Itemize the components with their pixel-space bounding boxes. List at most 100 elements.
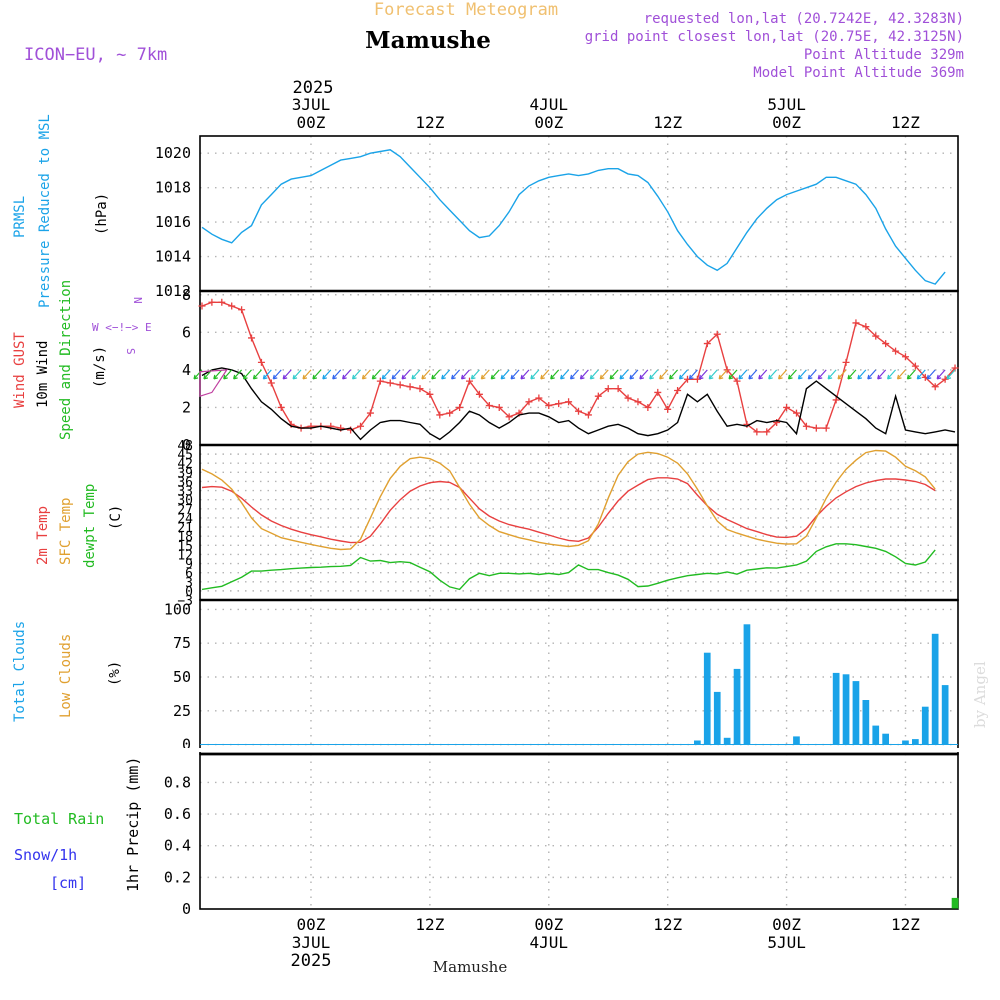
gust-marker-59 <box>783 403 791 411</box>
clouds-bar-23 <box>921 706 929 745</box>
compass-west-east: W <−!−> E <box>92 321 152 334</box>
clouds-bar-21 <box>902 740 909 745</box>
wind-barb-55 <box>738 369 748 380</box>
clouds-bar-10 <box>793 736 800 745</box>
wind-barb-52 <box>708 369 718 380</box>
prmsl-label: PRMSL <box>12 196 28 238</box>
wind-barb-13 <box>322 369 332 380</box>
precip-ytick-2: 0.4 <box>164 837 191 855</box>
wind-barb-67 <box>857 369 867 380</box>
gust-marker-37 <box>565 398 573 406</box>
wind-barb-48 <box>669 369 679 380</box>
gust-marker-71 <box>901 353 909 361</box>
wind-barb-6 <box>252 369 262 380</box>
gust-marker-18 <box>376 377 384 385</box>
wind-barb-39 <box>579 369 589 380</box>
temperature-ytick-15: 45 <box>177 448 193 463</box>
compass-south: S <box>124 348 137 355</box>
gust-marker-28 <box>475 390 483 398</box>
wind-barb-50 <box>688 369 698 380</box>
wind-barb-66 <box>847 369 857 380</box>
speed-direction-label: Speed and Direction <box>58 280 74 440</box>
precip-ytick-0: 0 <box>182 900 191 918</box>
wind-barb-8 <box>272 369 282 380</box>
gust-marker-34 <box>535 394 543 402</box>
gust-marker-31 <box>505 413 513 421</box>
compass-north: N <box>131 297 144 304</box>
clouds-bar-5 <box>743 624 751 745</box>
gust-marker-43 <box>624 394 632 402</box>
gust-marker-67 <box>862 323 870 331</box>
wind-barb-28 <box>470 369 480 380</box>
temperature-ytick-4: 12 <box>177 548 193 563</box>
precip-axis-label: 1hr Precip (mm) <box>124 757 142 892</box>
gust-marker-17 <box>366 409 374 417</box>
clouds-ytick-1: 25 <box>173 702 191 720</box>
gust-marker-66 <box>852 319 860 327</box>
clouds-bar-15 <box>842 674 850 745</box>
wind-barb-35 <box>540 369 550 380</box>
precip-frame <box>199 753 959 910</box>
dewpt-temp-label: dewpt Temp <box>82 484 98 568</box>
wind-barb-74 <box>926 369 936 380</box>
gust-marker-29 <box>485 402 493 410</box>
pressure-ytick-1: 1014 <box>155 248 191 266</box>
clouds-ytick-3: 75 <box>173 634 191 652</box>
wind-barb-61 <box>797 369 807 380</box>
gust-marker-62 <box>812 424 820 432</box>
wind-barb-25 <box>441 369 451 380</box>
clouds-bar-14 <box>832 672 840 745</box>
pressure-line <box>201 149 946 285</box>
dewpt-temp-line <box>201 543 936 591</box>
clouds-bar-25 <box>941 685 949 745</box>
gust-marker-0 <box>198 302 206 310</box>
model-label: ICON−EU, ~ 7km <box>24 45 167 65</box>
wind-gust-label: Wind GUST <box>12 332 28 408</box>
requested-coords: requested lon,lat (20.7242E, 42.3283N) <box>644 11 964 27</box>
wind-ytick-1: 2 <box>182 398 191 416</box>
gust-marker-27 <box>466 377 474 385</box>
wind-barb-22 <box>411 369 421 380</box>
wind-barb-76 <box>946 369 956 380</box>
pressure-ytick-2: 1016 <box>155 213 191 231</box>
wind-barb-54 <box>728 369 738 380</box>
wind-barb-24 <box>431 369 441 380</box>
gust-marker-7 <box>267 379 275 387</box>
temperature-ytick-5: 15 <box>177 539 193 554</box>
wind-barb-57 <box>758 369 768 380</box>
clouds-ytick-0: 0 <box>182 736 191 754</box>
wind-panel: 0 2 4 6 8 <box>182 286 959 454</box>
pressure-panel-labels: PRMSL Pressure Reduced to MSL (hPa) <box>12 114 110 308</box>
gust-marker-63 <box>822 424 830 432</box>
wind-barb-11 <box>302 369 312 380</box>
pressure-reduced-label: Pressure Reduced to MSL <box>37 114 53 308</box>
wind-barb-31 <box>500 369 510 380</box>
clouds-bar-16 <box>852 681 860 745</box>
low-clouds-label: Low Clouds <box>58 634 74 718</box>
snow-label: Snow/1h <box>14 846 77 864</box>
gust-marker-25 <box>446 409 454 417</box>
temperature-ytick-9: 27 <box>177 503 193 518</box>
wind-barb-15 <box>342 369 352 380</box>
bottom-hour-tick-1: 12Z <box>415 915 444 934</box>
wind-barb-65 <box>837 369 847 380</box>
wind-barb-2 <box>213 369 223 380</box>
temperature-ytick-8: 24 <box>177 512 193 527</box>
top-hour-tick-1: 12Z <box>415 113 444 132</box>
gust-marker-26 <box>456 403 464 411</box>
wind-barb-43 <box>619 369 629 380</box>
wind-ytick-3: 6 <box>182 323 191 341</box>
gust-marker-48 <box>674 387 682 395</box>
temperature-frame <box>199 444 959 601</box>
total-rain-label: Total Rain <box>14 810 104 828</box>
wind-barb-45 <box>639 369 649 380</box>
bottom-place-label: Mamushe <box>433 958 508 976</box>
credit-watermark: by Angel <box>971 661 989 728</box>
wind-barb-9 <box>282 369 292 380</box>
temperature-ytick-3: 9 <box>185 558 193 573</box>
wind-barb-70 <box>886 369 897 380</box>
gust-marker-33 <box>525 398 533 406</box>
wind-ytick-2: 4 <box>182 361 191 379</box>
